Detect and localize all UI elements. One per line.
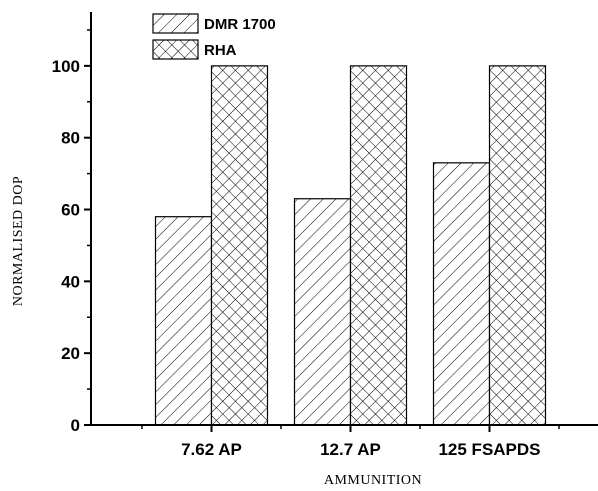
y-tick-label: 0 [71, 416, 80, 435]
x-tick-label: 125 FSAPDS [438, 440, 540, 459]
legend-label-rha: RHA [204, 42, 237, 59]
x-ticks: 7.62 AP 12.7 AP 125 FSAPDS [141, 425, 560, 459]
x-tick-label: 7.62 AP [181, 440, 242, 459]
bar-dmr-1700-0 [154, 216, 213, 426]
bar-dmr-1700-2 [432, 162, 491, 426]
y-tick-label: 40 [61, 272, 80, 291]
y-ticks: 0 20 40 60 80 100 [52, 29, 91, 435]
y-tick-label: 80 [61, 129, 80, 148]
legend-swatch-dmr-1700 [152, 13, 199, 34]
bar-rha-1 [349, 65, 408, 426]
x-axis-title: AMMUNITION [324, 473, 422, 488]
bar-rha-0 [210, 65, 269, 426]
bars [154, 65, 547, 426]
bar-dmr-1700-1 [293, 198, 352, 426]
axes: 0 20 40 60 80 100 7.62 AP 12.7 AP 125 FSAPDS [52, 12, 598, 459]
y-axis-title: NORMALISED DOP [11, 176, 26, 306]
legend: DMR 1700 RHA [152, 13, 276, 60]
bar-rha-2 [488, 65, 547, 426]
legend-label-dmr-1700: DMR 1700 [204, 16, 276, 33]
x-tick-label: 12.7 AP [320, 440, 381, 459]
y-tick-label: 100 [52, 57, 80, 76]
y-tick-label: 20 [61, 344, 80, 363]
legend-swatch-rha [152, 39, 199, 60]
y-tick-label: 60 [61, 201, 80, 220]
